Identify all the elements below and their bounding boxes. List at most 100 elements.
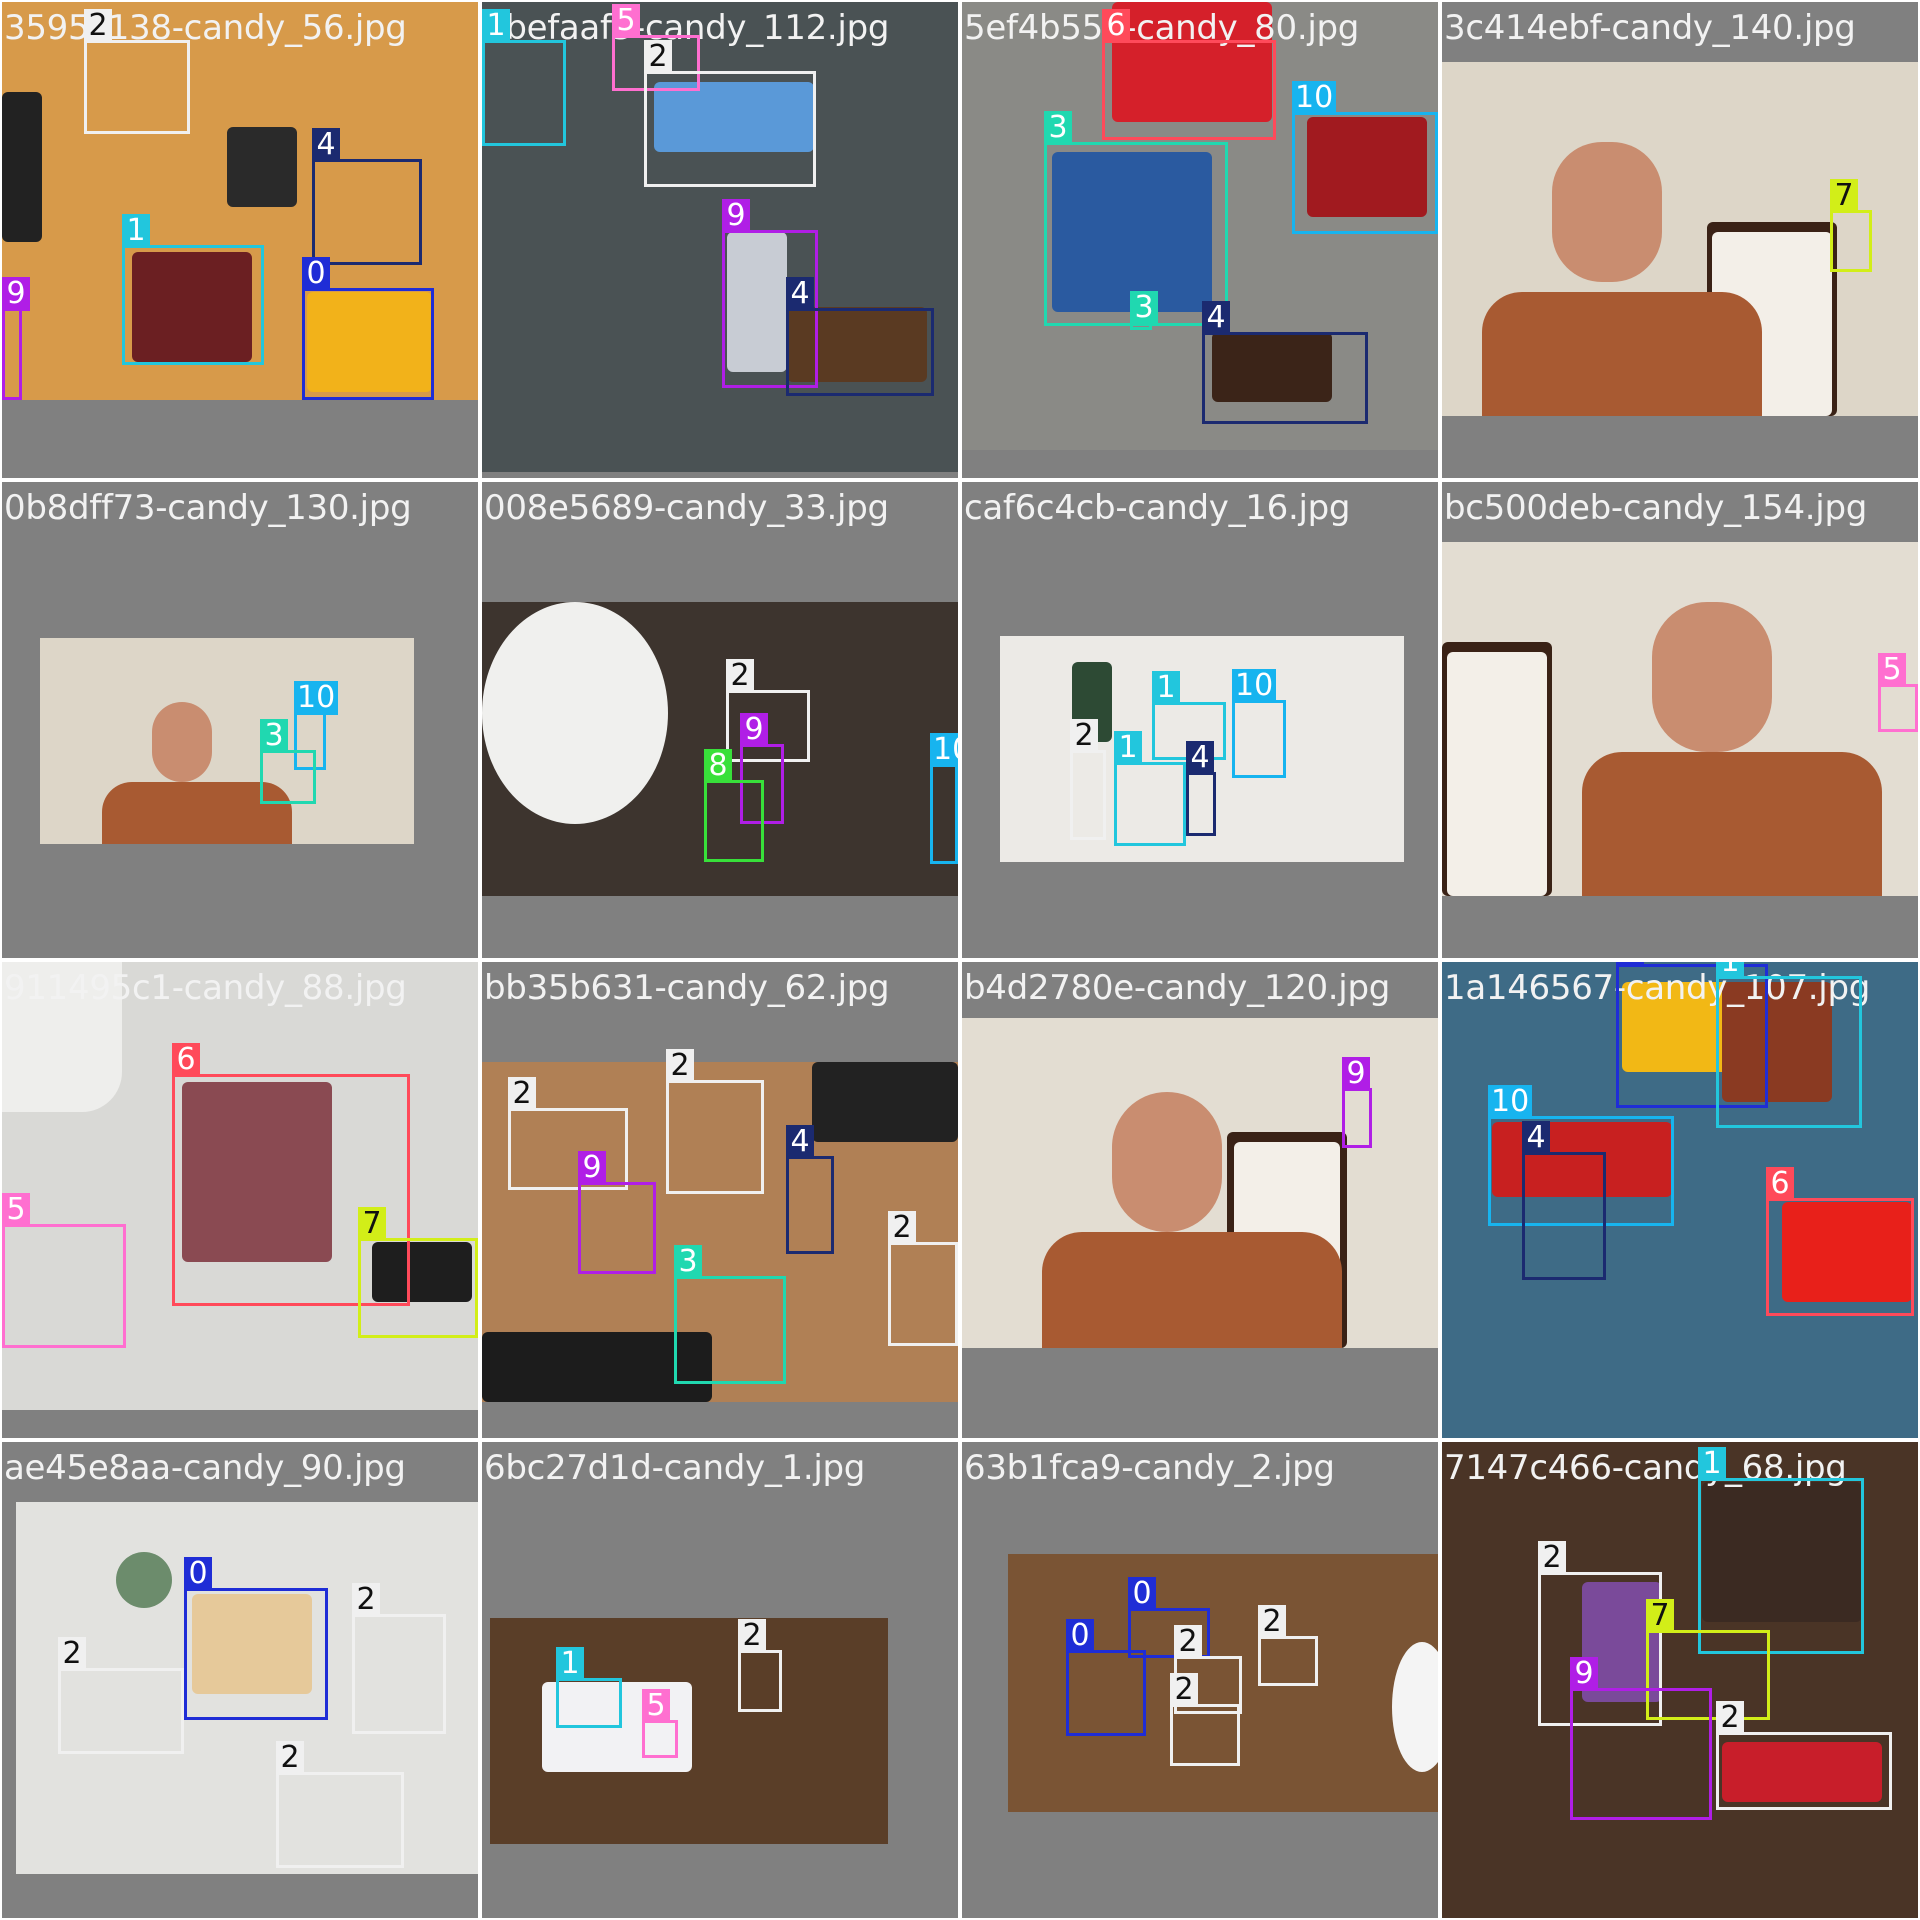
detection-box: 4 <box>1186 772 1216 836</box>
box-label: 6 <box>1102 9 1130 43</box>
box-label: 0 <box>1128 1577 1156 1611</box>
detection-box: 4 <box>786 1156 834 1254</box>
detection-box: 0 <box>184 1588 328 1720</box>
box-label: 10 <box>294 681 338 715</box>
tile-filename: 3595c138-candy_56.jpg <box>4 8 407 48</box>
image-tile: 5ef4b556-candy_80.jpg 6 10 3 3 4 <box>962 2 1438 478</box>
box-label: 6 <box>172 1043 200 1077</box>
box-label: 6 <box>1766 1167 1794 1201</box>
box-label: 1 <box>556 1647 584 1681</box>
detection-box: 1 <box>1114 762 1186 846</box>
box-label: 2 <box>508 1077 536 1111</box>
box-label: 9 <box>740 713 768 747</box>
box-label: 0 <box>184 1557 212 1591</box>
box-label: 10 <box>1488 1085 1532 1119</box>
detection-box: 6 <box>1102 40 1276 140</box>
box-label: 2 <box>84 9 112 43</box>
box-label: 2 <box>726 659 754 693</box>
box-label: 2 <box>738 1619 766 1653</box>
box-label: 2 <box>1258 1605 1286 1639</box>
box-label: 5 <box>612 4 640 38</box>
box-label: 4 <box>1186 741 1214 775</box>
box-label: 2 <box>276 1741 304 1775</box>
detection-box: 2 <box>738 1650 782 1712</box>
tile-filename: 63b1fca9-candy_2.jpg <box>964 1448 1335 1488</box>
tile-filename: 008e5689-candy_33.jpg <box>484 488 889 528</box>
box-label: 4 <box>1522 1121 1550 1155</box>
box-label: 2 <box>352 1583 380 1617</box>
image-tile: 7147c466-candy_68.jpg 1 2 7 9 2 <box>1442 1442 1918 1918</box>
detection-box: 10 <box>1292 112 1438 234</box>
image-tile: caf6c4cb-candy_16.jpg 1 10 2 1 4 <box>962 482 1438 958</box>
box-label: 10 <box>1292 81 1336 115</box>
detection-box: 3 <box>260 750 316 804</box>
box-label: 9 <box>578 1151 606 1185</box>
image-tile: 3595c138-candy_56.jpg 2 4 1 0 9 <box>2 2 478 478</box>
detection-box: 2 <box>276 1772 404 1868</box>
box-label: 2 <box>1538 1541 1566 1575</box>
tile-filename: 911495c1-candy_88.jpg <box>4 968 407 1008</box>
detection-box: 2 <box>1716 1732 1892 1810</box>
tile-filename: ae45e8aa-candy_90.jpg <box>4 1448 406 1488</box>
box-label: 1 <box>482 9 510 43</box>
scene-object <box>482 602 668 824</box>
image-tile: 008e5689-candy_33.jpg 2 9 8 10 <box>482 482 958 958</box>
box-label: 4 <box>786 1125 814 1159</box>
detection-box: 3 <box>674 1276 786 1384</box>
scene-object <box>812 1062 958 1142</box>
detection-box: 7 <box>1830 210 1872 272</box>
scene-object <box>1652 602 1772 752</box>
tile-filename: 0b8dff73-candy_130.jpg <box>4 488 411 528</box>
scene-object <box>1482 292 1762 416</box>
box-label: 2 <box>644 40 672 74</box>
detection-box: 0 <box>1066 1650 1146 1736</box>
detection-box: 2 <box>888 1242 958 1346</box>
box-label: 2 <box>1170 1673 1198 1707</box>
scene-object <box>1112 1092 1222 1232</box>
detection-box: 2 <box>1258 1636 1318 1686</box>
tile-filename: 6bc27d1d-candy_1.jpg <box>484 1448 865 1488</box>
box-label: 10 <box>1232 669 1276 703</box>
detection-box: 1 <box>556 1678 622 1728</box>
box-label: 3 <box>1044 111 1072 145</box>
detection-box: 2 <box>508 1108 628 1190</box>
detection-box: 9 <box>1570 1688 1712 1820</box>
scene-object <box>2 92 42 242</box>
tile-filename: b4d2780e-candy_120.jpg <box>964 968 1390 1008</box>
box-label: 0 <box>302 257 330 291</box>
box-label: 2 <box>1070 719 1098 753</box>
detection-box: 3 <box>1130 322 1152 330</box>
box-label: 1 <box>1698 1447 1726 1481</box>
image-tile: 1befaaf5-candy_112.jpg 1 5 2 9 4 <box>482 2 958 478</box>
detection-box: 7 <box>358 1238 478 1338</box>
tile-filename: 3c414ebf-candy_140.jpg <box>1444 8 1856 48</box>
detection-box: 4 <box>1202 332 1368 424</box>
box-label: 8 <box>704 749 732 783</box>
box-label: 3 <box>674 1245 702 1279</box>
box-label: 7 <box>358 1207 386 1241</box>
box-label: 7 <box>1830 179 1858 213</box>
box-label: 9 <box>2 277 30 311</box>
box-label: 1 <box>122 214 150 248</box>
image-tile: 63b1fca9-candy_2.jpg 0 0 2 2 2 <box>962 1442 1438 1918</box>
image-tile: 6bc27d1d-candy_1.jpg 2 1 5 <box>482 1442 958 1918</box>
box-label: 1 <box>1716 962 1744 979</box>
detection-box: 4 <box>312 159 422 265</box>
box-label: 3 <box>1130 291 1158 325</box>
detection-box: 1 <box>1716 976 1862 1128</box>
image-tile: b4d2780e-candy_120.jpg 9 <box>962 962 1438 1438</box>
detection-box: 4 <box>786 308 934 396</box>
detection-box: 1 <box>482 40 566 146</box>
image-tile: ae45e8aa-candy_90.jpg 0 2 2 2 <box>2 1442 478 1918</box>
detection-box: 2 <box>1070 750 1106 840</box>
image-tile: bb35b631-candy_62.jpg 2 2 4 9 3 2 <box>482 962 958 1438</box>
box-label: 5 <box>642 1689 670 1723</box>
detection-box: 10 <box>930 764 958 864</box>
detection-box: 6 <box>1766 1198 1914 1316</box>
box-label: 2 <box>666 1049 694 1083</box>
scene-object <box>1447 652 1547 896</box>
detection-box: 0 <box>302 288 434 400</box>
detection-box: 2 <box>352 1614 446 1734</box>
detection-box: 10 <box>1232 700 1286 778</box>
scene-object <box>116 1552 172 1608</box>
